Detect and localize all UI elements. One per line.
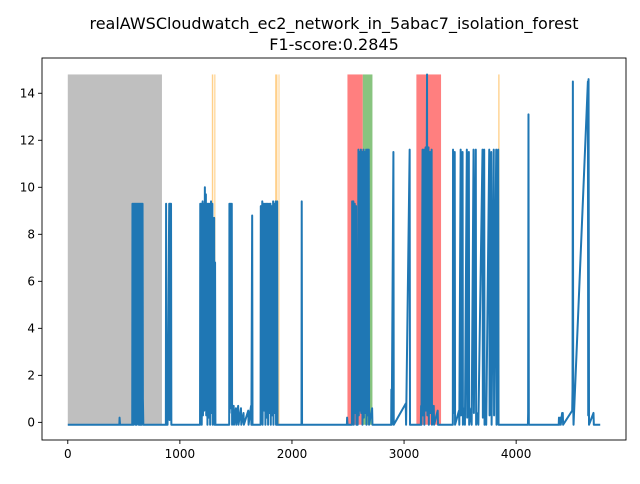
- region-orange-4: [278, 74, 280, 425]
- x-tick-label: 3000: [389, 447, 420, 461]
- x-tick-label: 4000: [501, 447, 532, 461]
- x-tick-label: 2000: [277, 447, 308, 461]
- x-axis: 0 1000 2000 3000 4000: [64, 440, 531, 461]
- chart-title-line2: F1-score:0.2845: [269, 35, 399, 54]
- x-tick-label: 1000: [165, 447, 196, 461]
- series-layer: [67, 73, 601, 426]
- y-axis: 0 2 4 6 8 10 12 14: [20, 86, 42, 429]
- chart-title-line1: realAWSCloudwatch_ec2_network_in_5abac7_…: [89, 14, 578, 34]
- plot-frame: [41, 57, 627, 441]
- series-line-0: [67, 73, 601, 426]
- y-tick-label: 2: [27, 368, 35, 382]
- y-tick-label: 6: [27, 274, 35, 288]
- y-tick-label: 12: [20, 133, 35, 147]
- y-tick-label: 0: [27, 415, 35, 429]
- x-tick-label: 0: [64, 447, 72, 461]
- y-tick-label: 4: [27, 321, 35, 335]
- y-tick-label: 14: [20, 86, 35, 100]
- y-tick-label: 10: [20, 180, 35, 194]
- y-tick-label: 8: [27, 227, 35, 241]
- region-gray-0: [67, 74, 162, 425]
